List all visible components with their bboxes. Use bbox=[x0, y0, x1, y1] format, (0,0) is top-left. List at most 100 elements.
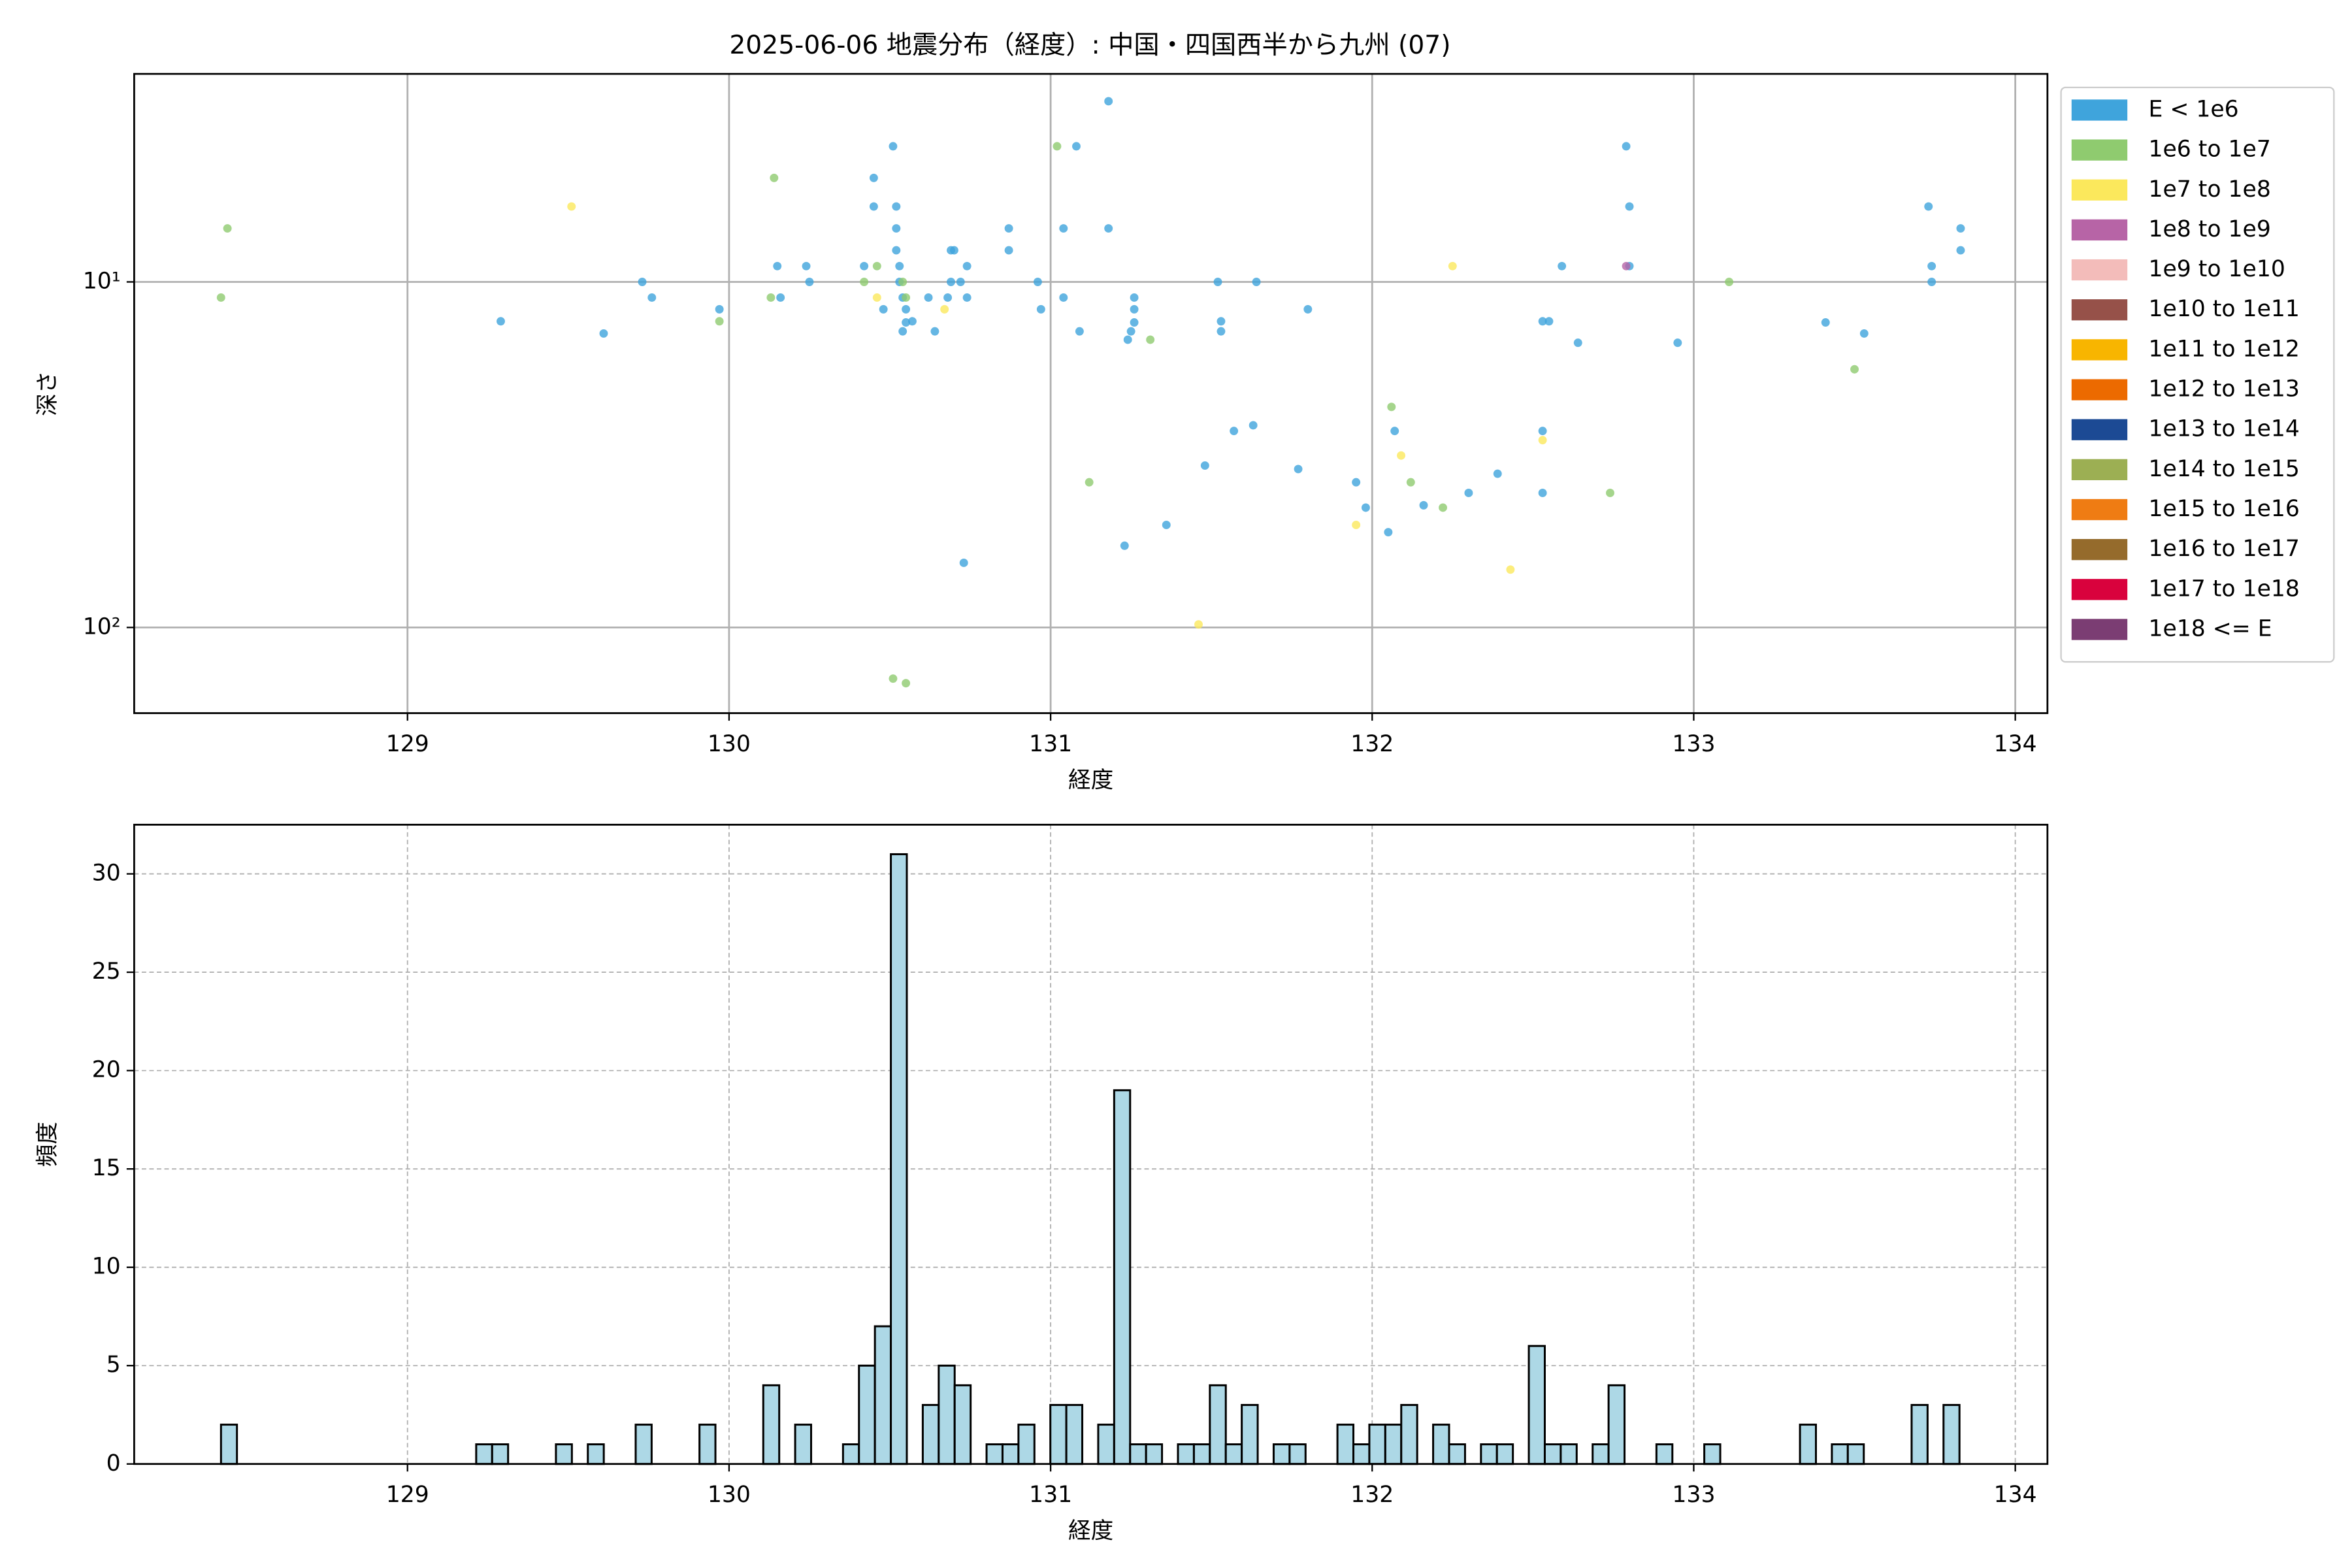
point bbox=[766, 293, 776, 302]
histogram-bar bbox=[953, 1384, 972, 1465]
point bbox=[943, 293, 953, 302]
x-tick-label: 130 bbox=[708, 731, 751, 757]
point bbox=[638, 278, 647, 286]
point bbox=[1538, 317, 1547, 326]
point bbox=[1606, 489, 1614, 497]
x-axis-label: 経度 bbox=[1068, 767, 1113, 793]
point bbox=[1004, 224, 1013, 233]
point bbox=[1506, 565, 1515, 574]
histogram-bar bbox=[985, 1443, 1004, 1465]
point bbox=[872, 293, 881, 302]
point bbox=[889, 142, 898, 151]
histogram-bar bbox=[1224, 1443, 1243, 1465]
point bbox=[947, 278, 955, 286]
legend-label: 1e13 to 1e14 bbox=[2148, 416, 2299, 442]
legend-swatch bbox=[2071, 179, 2128, 201]
x-tick-label: 134 bbox=[1994, 1482, 2037, 1508]
histogram-bar bbox=[841, 1443, 860, 1465]
point bbox=[1558, 261, 1567, 270]
histogram-bar bbox=[1560, 1443, 1578, 1465]
legend-label: 1e15 to 1e16 bbox=[2148, 496, 2299, 522]
point bbox=[872, 261, 881, 270]
histogram-bar bbox=[220, 1424, 238, 1465]
point bbox=[949, 246, 958, 255]
histogram-bar bbox=[1177, 1443, 1195, 1465]
point bbox=[1213, 278, 1222, 286]
legend-label: 1e16 to 1e17 bbox=[2148, 536, 2299, 562]
point bbox=[902, 318, 911, 327]
histogram-bar bbox=[1001, 1443, 1020, 1465]
histogram-bar bbox=[762, 1384, 781, 1465]
histogram-bar bbox=[1703, 1443, 1722, 1465]
legend-swatch bbox=[2071, 459, 2128, 480]
legend-label: 1e11 to 1e12 bbox=[2148, 336, 2299, 362]
point bbox=[1439, 503, 1448, 512]
y-tick-label: 30 bbox=[92, 860, 121, 887]
histogram-bar bbox=[555, 1443, 573, 1465]
point bbox=[1544, 317, 1554, 326]
y-tick-label: 15 bbox=[92, 1155, 121, 1181]
histogram-bar bbox=[1097, 1424, 1115, 1465]
point bbox=[1956, 224, 1965, 233]
point bbox=[1072, 142, 1081, 151]
point bbox=[1194, 620, 1203, 629]
point bbox=[776, 293, 785, 302]
point bbox=[1033, 278, 1042, 286]
chart-title: 2025-06-06 地震分布（経度）: 中国・四国西半から九州 (07) bbox=[729, 31, 1450, 60]
point bbox=[1384, 528, 1393, 537]
point bbox=[1104, 224, 1113, 233]
point bbox=[959, 558, 968, 567]
histogram-bar bbox=[794, 1424, 813, 1465]
point bbox=[902, 679, 911, 688]
point bbox=[869, 173, 878, 182]
histogram-bar bbox=[921, 1403, 940, 1465]
point bbox=[715, 304, 724, 314]
histogram-bar bbox=[1352, 1443, 1371, 1465]
point bbox=[1217, 327, 1226, 336]
point bbox=[1673, 338, 1682, 348]
point bbox=[805, 278, 814, 286]
histogram-bar bbox=[587, 1443, 605, 1465]
legend-label: 1e7 to 1e8 bbox=[2148, 176, 2270, 203]
point bbox=[1130, 318, 1139, 327]
point bbox=[860, 261, 869, 270]
point bbox=[1059, 224, 1068, 233]
y-tick-label: 10 bbox=[92, 1254, 121, 1280]
legend-label: 1e14 to 1e15 bbox=[2148, 456, 2299, 482]
histogram-bar bbox=[938, 1364, 956, 1465]
point bbox=[1956, 246, 1965, 255]
legend-swatch bbox=[2071, 139, 2128, 161]
point bbox=[1053, 142, 1062, 151]
legend-swatch bbox=[2071, 619, 2128, 640]
legend-label: 1e18 <= E bbox=[2148, 615, 2272, 642]
point bbox=[1419, 500, 1428, 510]
point bbox=[1146, 335, 1155, 344]
x-tick-label: 133 bbox=[1672, 731, 1715, 757]
histogram-bar bbox=[1272, 1443, 1291, 1465]
point bbox=[869, 202, 878, 211]
y-axis-label: 深さ bbox=[35, 371, 61, 416]
point bbox=[1352, 478, 1361, 487]
point bbox=[1162, 521, 1171, 529]
point bbox=[902, 293, 911, 302]
legend-swatch bbox=[2071, 299, 2128, 321]
point bbox=[1927, 278, 1936, 286]
x-axis-label: 経度 bbox=[1068, 1518, 1113, 1544]
point bbox=[907, 317, 917, 326]
y-axis-label: 頻度 bbox=[35, 1122, 61, 1167]
legend-label: 1e9 to 1e10 bbox=[2148, 256, 2285, 282]
point bbox=[1538, 489, 1547, 497]
histogram-bar bbox=[634, 1424, 653, 1465]
histogram-bar bbox=[1480, 1443, 1498, 1465]
histogram-bar bbox=[1799, 1424, 1817, 1465]
point bbox=[1625, 202, 1634, 211]
point bbox=[1303, 304, 1313, 314]
y-tick-label: 5 bbox=[106, 1352, 121, 1378]
histogram-bar bbox=[491, 1443, 510, 1465]
histogram-bar bbox=[1432, 1424, 1450, 1465]
histogram-bar bbox=[1831, 1443, 1849, 1465]
legend-swatch bbox=[2071, 539, 2128, 561]
point bbox=[1850, 365, 1859, 374]
